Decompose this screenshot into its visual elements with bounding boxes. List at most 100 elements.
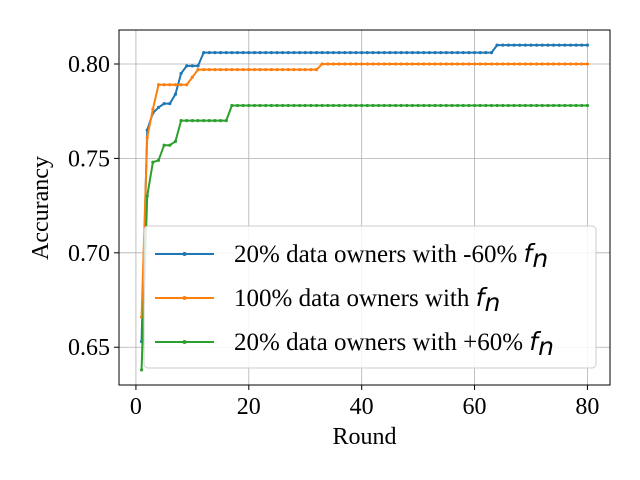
data-point [393, 62, 398, 66]
data-point [450, 103, 454, 108]
data-point [489, 51, 494, 55]
data-point [422, 62, 426, 66]
data-point [433, 51, 437, 55]
data-point [568, 62, 573, 66]
data-point [213, 51, 217, 55]
data-point [139, 368, 144, 372]
data-point [512, 62, 516, 66]
data-point [326, 62, 330, 66]
data-point [416, 62, 420, 66]
data-point [410, 51, 415, 55]
data-point [145, 136, 149, 140]
data-point [320, 51, 324, 55]
data-point [241, 51, 245, 55]
legend-item: 100% data owners with fn [155, 283, 500, 317]
data-point [343, 51, 347, 55]
data-point [286, 68, 290, 72]
data-point [185, 83, 189, 87]
data-point [422, 51, 426, 55]
data-point [281, 103, 285, 108]
data-point [439, 62, 443, 66]
data-point [264, 68, 268, 72]
data-point [427, 51, 431, 55]
data-point [535, 43, 539, 47]
data-point [326, 103, 330, 108]
data-point [269, 103, 273, 108]
data-point [247, 68, 251, 72]
data-point [529, 62, 533, 66]
data-point [506, 62, 511, 66]
data-point [495, 103, 499, 108]
data-point [230, 103, 234, 108]
data-point [218, 68, 223, 72]
data-point [286, 51, 290, 55]
data-point [461, 51, 465, 55]
data-point [292, 51, 296, 55]
data-point [196, 68, 200, 72]
data-point [162, 143, 166, 147]
data-point [568, 103, 573, 108]
data-point [399, 62, 403, 66]
data-point [382, 62, 386, 66]
data-point [292, 103, 296, 108]
data-point [388, 51, 392, 55]
data-point [337, 51, 341, 55]
data-point [190, 119, 194, 123]
data-point [207, 51, 211, 55]
data-point [179, 71, 183, 76]
data-point [151, 160, 155, 164]
data-point [518, 62, 522, 66]
data-point [235, 68, 240, 72]
data-point [377, 62, 381, 66]
plot-series [139, 43, 590, 372]
data-point [467, 51, 471, 55]
data-point [501, 43, 505, 47]
data-point [343, 103, 347, 108]
data-point [213, 119, 217, 123]
data-point [173, 83, 178, 87]
data-point [495, 62, 499, 66]
data-point [563, 62, 567, 66]
data-point [348, 51, 352, 55]
data-point [303, 103, 307, 108]
data-point [224, 68, 228, 72]
data-point [360, 62, 364, 66]
data-point [484, 103, 488, 108]
data-point [512, 43, 516, 47]
data-point [529, 103, 533, 108]
x-tick-label: 20 [237, 394, 261, 420]
data-point [518, 103, 522, 108]
data-point [489, 103, 494, 108]
data-point [168, 83, 172, 87]
series-2 [139, 62, 590, 319]
data-point [450, 62, 454, 66]
data-point [540, 62, 544, 66]
data-point [326, 51, 330, 55]
data-point [472, 103, 477, 108]
data-point [456, 103, 460, 108]
data-point [580, 103, 584, 108]
data-point [230, 68, 234, 72]
data-point [168, 102, 172, 106]
data-point [399, 51, 403, 55]
data-point [185, 64, 189, 68]
data-point [252, 103, 257, 108]
data-point [258, 51, 262, 55]
data-point [535, 103, 539, 108]
data-point [360, 103, 364, 108]
data-point [456, 62, 460, 66]
data-point [478, 51, 482, 55]
data-point [331, 51, 336, 55]
y-tick-label: 0.70 [68, 241, 110, 267]
data-point [484, 62, 488, 66]
legend: 20% data owners with -60% fn 100% data ow… [143, 225, 597, 369]
data-point [439, 51, 443, 55]
data-point [444, 103, 448, 108]
data-point [207, 119, 211, 123]
data-point [501, 62, 505, 66]
data-point [145, 194, 149, 198]
plot-frame [118, 29, 611, 386]
data-point [213, 68, 217, 72]
data-point [162, 102, 166, 106]
data-point [348, 62, 352, 66]
